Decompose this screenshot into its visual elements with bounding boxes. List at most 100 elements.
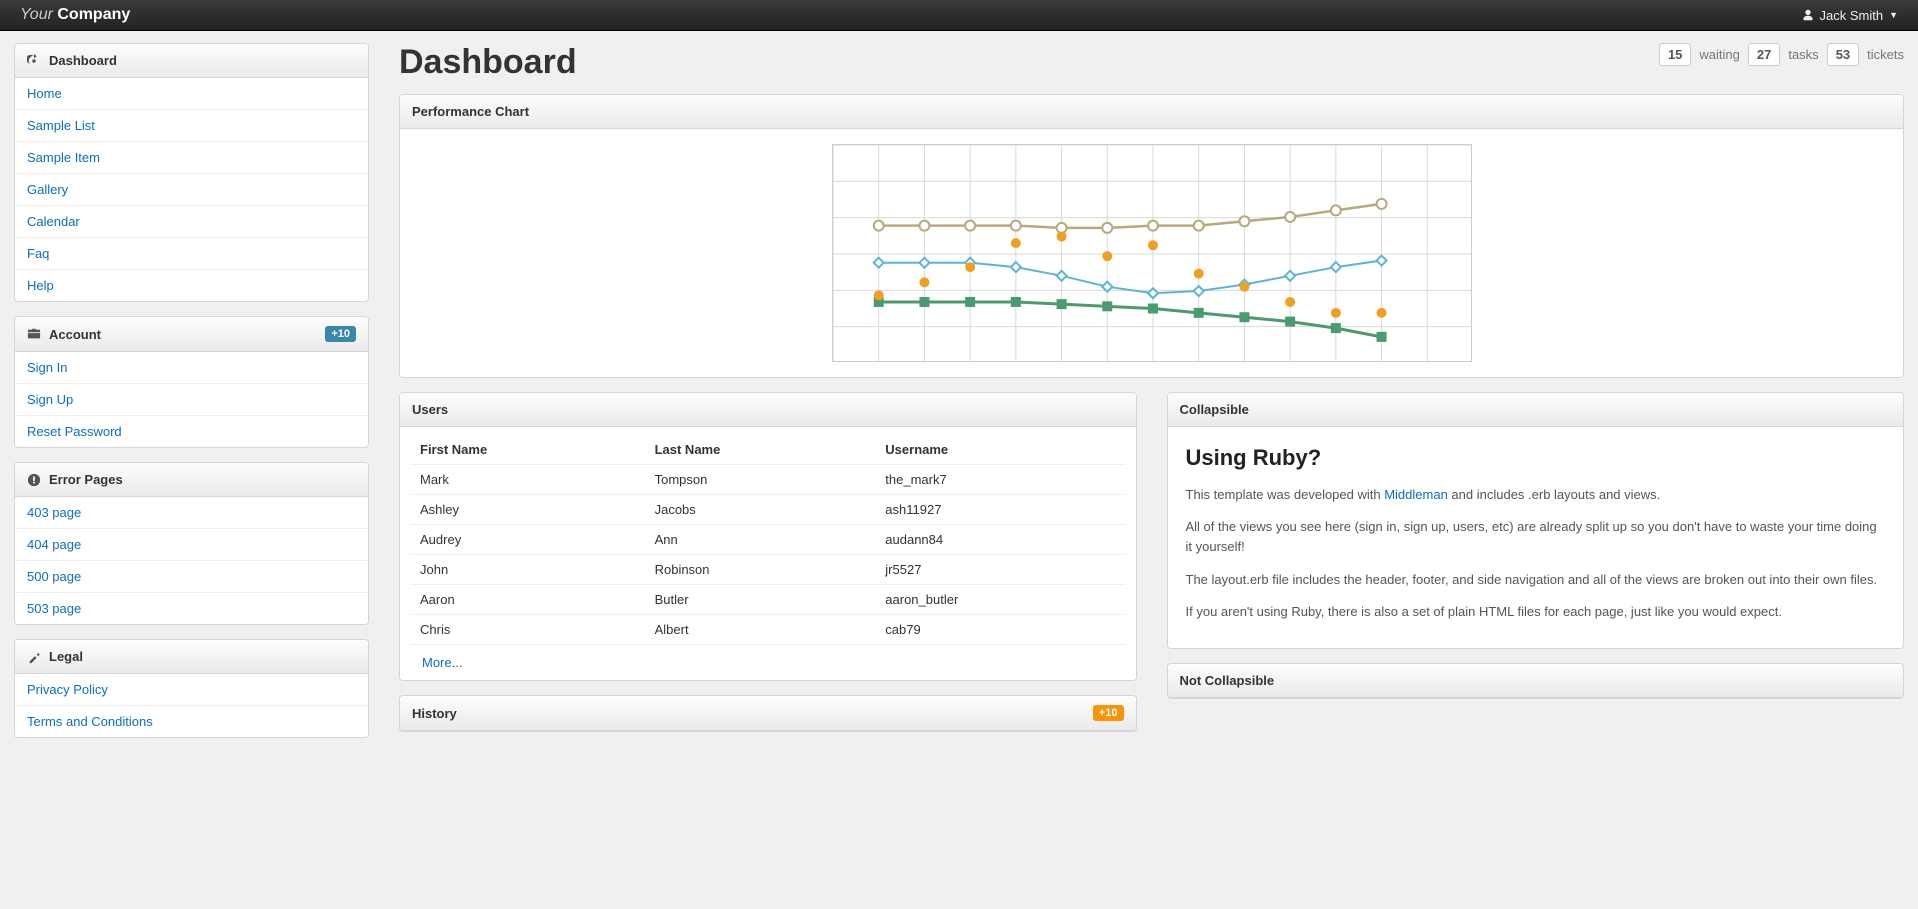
sidebar-item-gallery[interactable]: Gallery [15,174,368,205]
brand-your: Your [20,6,53,23]
stat-value: 27 [1748,43,1780,66]
sidebar-item-sign-in[interactable]: Sign In [15,352,368,383]
table-cell: audann84 [875,525,1125,555]
table-cell: Mark [410,465,645,495]
sidebar-item-sample-list[interactable]: Sample List [15,110,368,141]
sidebar-section-header[interactable]: Legal [15,640,368,674]
panel-title: Collapsible [1180,402,1249,417]
panel-header[interactable]: Performance Chart [400,95,1903,129]
sidebar-section-account: Account +10 Sign InSign UpReset Password [14,316,369,448]
stat-group: 15waiting27tasks53tickets [1659,43,1904,66]
sidebar-section-title: Legal [49,649,83,664]
navbar: Your Company Jack Smith ▼ [0,0,1918,31]
table-row[interactable]: AshleyJacobsash11927 [410,495,1126,525]
table-row[interactable]: AudreyAnnaudann84 [410,525,1126,555]
brand-company: Company [57,6,130,23]
table-row[interactable]: JohnRobinsonjr5527 [410,555,1126,585]
users-col-header: First Name [410,435,645,465]
more-link[interactable]: More... [410,645,1126,680]
panel-header[interactable]: History +10 [400,696,1136,731]
sidebar-section-error-pages: Error Pages 403 page404 page500 page503 p… [14,462,369,625]
sidebar-section-title: Dashboard [49,53,117,68]
sidebar-item-terms-and-conditions[interactable]: Terms and Conditions [15,706,368,737]
panel-title: Users [412,402,448,417]
table-cell: Ashley [410,495,645,525]
not-collapsible-panel: Not Collapsible [1167,663,1905,699]
sidebar-item-503-page[interactable]: 503 page [15,593,368,624]
chart-body [400,129,1903,377]
middleman-link[interactable]: Middleman [1384,487,1448,502]
user-menu[interactable]: Jack Smith ▼ [1802,8,1899,23]
table-row[interactable]: ChrisAlbertcab79 [410,615,1126,645]
table-cell: Tompson [645,465,876,495]
collapsible-p4: If you aren't using Ruby, there is also … [1186,602,1886,622]
users-col-header: Last Name [645,435,876,465]
dashboard-icon [27,54,41,68]
collapsible-p1: This template was developed with Middlem… [1186,485,1886,505]
stat-value: 53 [1827,43,1859,66]
sidebar-item-500-page[interactable]: 500 page [15,561,368,592]
collapsible-p3: The layout.erb file includes the header,… [1186,570,1886,590]
history-badge: +10 [1093,705,1124,721]
briefcase-icon [27,327,41,341]
panel-header[interactable]: Collapsible [1168,393,1904,427]
sidebar-section-legal: Legal Privacy PolicyTerms and Conditions [14,639,369,738]
users-panel: Users First NameLast NameUsername MarkTo… [399,392,1137,681]
collapsible-body: Using Ruby? This template was developed … [1168,427,1904,648]
table-cell: jr5527 [875,555,1125,585]
stat-value: 15 [1659,43,1691,66]
table-cell: ash11927 [875,495,1125,525]
alert-icon [27,473,41,487]
sidebar-badge: +10 [325,326,356,342]
sidebar-item-home[interactable]: Home [15,78,368,109]
sidebar-item-calendar[interactable]: Calendar [15,206,368,237]
users-table: First NameLast NameUsername MarkTompsont… [410,435,1126,645]
page-header: Dashboard 15waiting27tasks53tickets [399,43,1904,82]
caret-down-icon: ▼ [1889,10,1898,20]
table-cell: Chris [410,615,645,645]
sidebar-item-404-page[interactable]: 404 page [15,529,368,560]
panel-title: History [412,706,457,721]
collapsible-heading: Using Ruby? [1186,441,1886,475]
history-panel: History +10 [399,695,1137,732]
sidebar-item-sign-up[interactable]: Sign Up [15,384,368,415]
table-cell: Ann [645,525,876,555]
sidebar-section-header[interactable]: Dashboard [15,44,368,78]
table-cell: Jacobs [645,495,876,525]
table-row[interactable]: MarkTompsonthe_mark7 [410,465,1126,495]
table-cell: Audrey [410,525,645,555]
panel-header[interactable]: Users [400,393,1136,427]
sidebar-item-privacy-policy[interactable]: Privacy Policy [15,674,368,705]
collapsible-panel: Collapsible Using Ruby? This template wa… [1167,392,1905,649]
table-cell: cab79 [875,615,1125,645]
table-cell: Aaron [410,585,645,615]
performance-chart [832,144,1472,362]
page-title: Dashboard [399,43,577,82]
table-row[interactable]: AaronButleraaron_butler [410,585,1126,615]
table-cell: Albert [645,615,876,645]
panel-header: Not Collapsible [1168,664,1904,698]
sidebar: Dashboard HomeSample ListSample ItemGalle… [14,43,369,752]
users-col-header: Username [875,435,1125,465]
sidebar-item-403-page[interactable]: 403 page [15,497,368,528]
panel-title: Not Collapsible [1180,673,1275,688]
legal-icon [27,650,41,664]
sidebar-section-title: Account [49,327,101,342]
sidebar-item-sample-item[interactable]: Sample Item [15,142,368,173]
sidebar-section-header[interactable]: Account +10 [15,317,368,352]
panel-title: Performance Chart [412,104,529,119]
sidebar-section-dashboard: Dashboard HomeSample ListSample ItemGalle… [14,43,369,302]
collapsible-p2: All of the views you see here (sign in, … [1186,517,1886,557]
brand[interactable]: Your Company [20,6,130,24]
sidebar-item-reset-password[interactable]: Reset Password [15,416,368,447]
stat-label: tasks [1788,47,1818,62]
table-cell: Robinson [645,555,876,585]
user-icon [1802,9,1814,21]
sidebar-item-faq[interactable]: Faq [15,238,368,269]
sidebar-section-title: Error Pages [49,472,123,487]
sidebar-section-header[interactable]: Error Pages [15,463,368,497]
table-cell: John [410,555,645,585]
sidebar-item-help[interactable]: Help [15,270,368,301]
table-cell: aaron_butler [875,585,1125,615]
main: Dashboard 15waiting27tasks53tickets Perf… [399,43,1904,752]
